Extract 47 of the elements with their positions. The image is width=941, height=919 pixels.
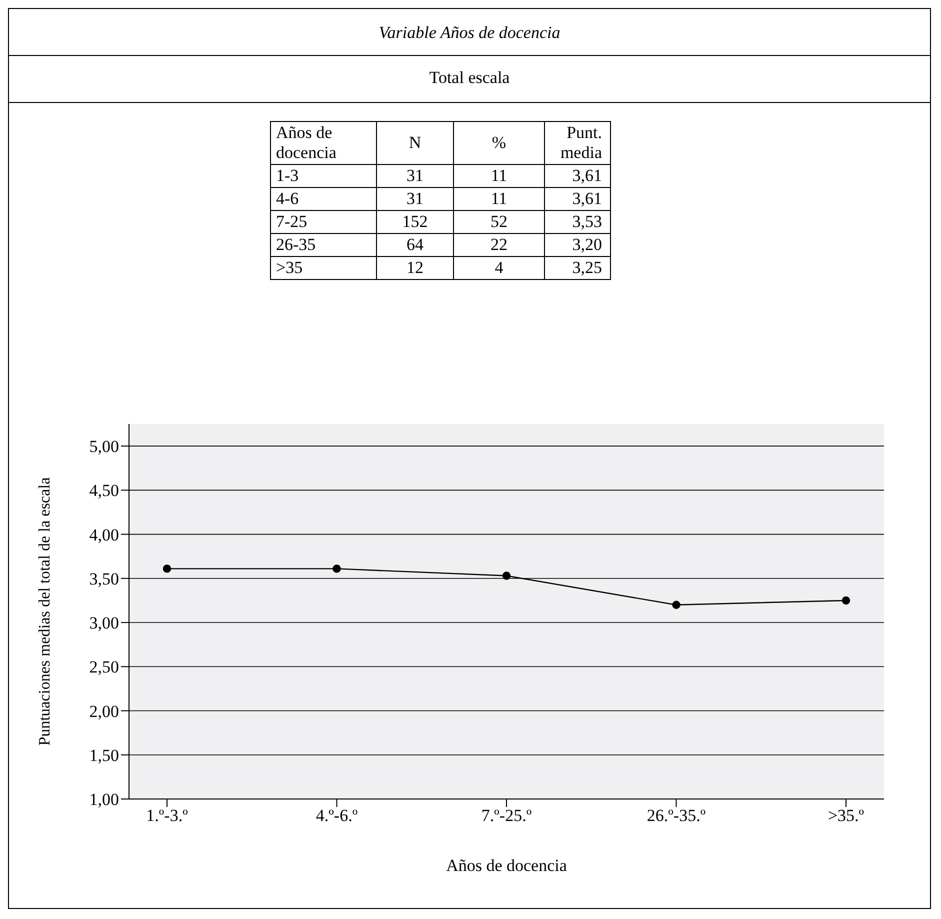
- text: 31: [376, 164, 454, 188]
- text: 26-35: [270, 234, 376, 256]
- point: [502, 572, 511, 580]
- text: 52: [454, 210, 544, 234]
- x-tick-label: 26.º-35.º: [646, 806, 706, 826]
- text: 3,61: [544, 188, 610, 210]
- chart-subtitle: Total escala: [9, 56, 930, 103]
- y-tick-label: 2,50: [89, 658, 119, 677]
- y-tick-label: 3,50: [89, 569, 119, 588]
- point: [672, 600, 680, 609]
- x-tick-label: 7.º-25.º: [481, 806, 532, 826]
- text: 3,25: [544, 256, 610, 280]
- point: [332, 564, 341, 573]
- text: Punt. media: [544, 122, 610, 164]
- x-tick-label: >35.º: [828, 806, 864, 826]
- text: Años de docencia: [270, 122, 376, 164]
- text: 7-25: [270, 210, 376, 234]
- text: 3,20: [544, 234, 610, 256]
- text: 4-6: [270, 188, 376, 210]
- x-axis-title: Años de docencia: [446, 856, 568, 875]
- text: 11: [454, 188, 544, 210]
- point: [162, 564, 172, 573]
- y-axis-title: Puntuaciones medias del total de la escala: [36, 477, 54, 746]
- y-tick-label: 3,00: [89, 614, 119, 633]
- text: 3,61: [544, 164, 610, 188]
- point: [842, 596, 850, 605]
- y-tick-label: 2,00: [89, 702, 119, 721]
- text: 3,53: [544, 210, 610, 234]
- text: %: [454, 122, 544, 164]
- y-tick-label: 5,00: [89, 437, 119, 456]
- x-tick-label: 1.º-3.º: [146, 806, 188, 826]
- text: 64: [376, 234, 454, 256]
- text: N: [376, 122, 454, 164]
- text: 1-3: [270, 164, 376, 188]
- x-tick-label: 4.º-6.º: [316, 806, 358, 826]
- y-tick-label: 4,00: [89, 525, 119, 544]
- text: >35: [270, 256, 376, 280]
- text: 4: [454, 256, 544, 280]
- text: 152: [376, 210, 454, 234]
- text: 31: [376, 188, 454, 210]
- y-tick-label: 1,50: [89, 746, 119, 765]
- y-tick-label: 4,50: [89, 481, 119, 500]
- chart-title: Variable Años de docencia: [9, 9, 930, 56]
- text: 11: [454, 164, 544, 188]
- text: 22: [454, 234, 544, 256]
- y-tick-label: 1,00: [89, 790, 119, 810]
- text: 12: [376, 256, 454, 280]
